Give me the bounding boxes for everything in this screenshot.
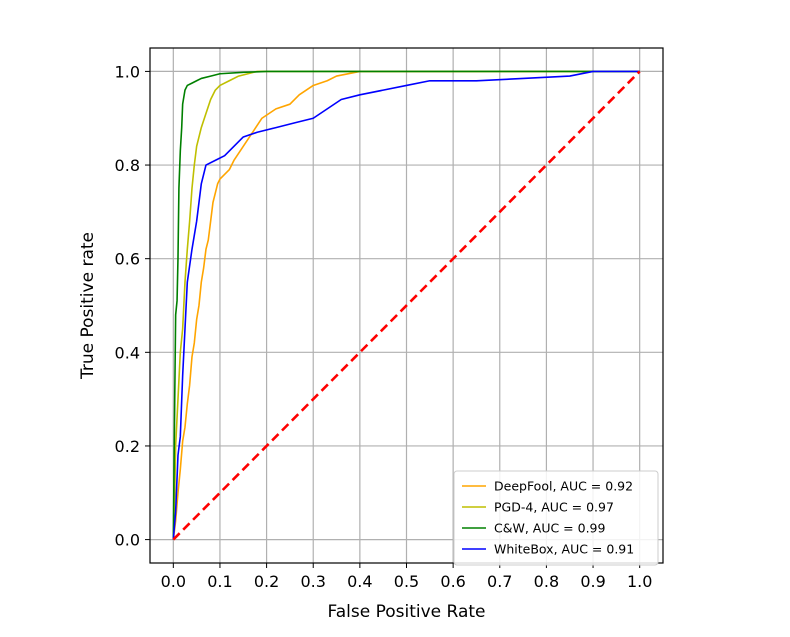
x-axis-label: False Positive Rate: [328, 602, 486, 622]
y-tick-label: 0.2: [115, 437, 140, 456]
series-line-2: [172, 70, 640, 540]
legend-box: [453, 470, 659, 566]
x-tick-label: 0.7: [487, 572, 512, 591]
series-layer: [172, 70, 641, 541]
x-tick-label: 0.6: [440, 572, 465, 591]
legend: DeepFool, AUC = 0.92 PGD-4, AUC = 0.97 C&W…: [453, 470, 659, 566]
y-tick-label: 0.0: [115, 531, 140, 550]
x-axis-ticks: 0.0 0.1 0.2 0.3 0.4 0.5 0.6 0.7 0.8 0.9 1.0: [161, 563, 652, 591]
x-tick-label: 0.9: [580, 572, 605, 591]
x-tick-label: 1.0: [627, 572, 652, 591]
y-axis-label: True Positive rate: [78, 232, 98, 380]
legend-entry: DeepFool, AUC = 0.92: [494, 479, 633, 494]
legend-entry: PGD-4, AUC = 0.97: [494, 500, 614, 515]
x-tick-label: 0.1: [207, 572, 232, 591]
y-tick-label: 1.0: [115, 62, 140, 81]
x-tick-label: 0.2: [254, 572, 279, 591]
y-tick-label: 0.4: [115, 343, 140, 362]
series-line-3: [172, 70, 640, 540]
legend-entry: WhiteBox, AUC = 0.91: [494, 542, 634, 557]
series-line-1: [172, 70, 640, 540]
x-tick-label: 0.0: [161, 572, 186, 591]
x-tick-label: 0.8: [534, 572, 559, 591]
series-line-0: [172, 70, 640, 540]
y-axis-ticks: 0.0 0.2 0.4 0.6 0.8 1.0: [115, 62, 150, 550]
x-tick-label: 0.5: [394, 572, 419, 591]
x-tick-label: 0.3: [301, 572, 326, 591]
y-tick-label: 0.6: [115, 250, 140, 269]
legend-entry: C&W, AUC = 0.99: [494, 521, 606, 536]
x-tick-label: 0.4: [347, 572, 372, 591]
diagonal-reference-line: [172, 70, 641, 541]
y-tick-label: 0.8: [115, 156, 140, 175]
